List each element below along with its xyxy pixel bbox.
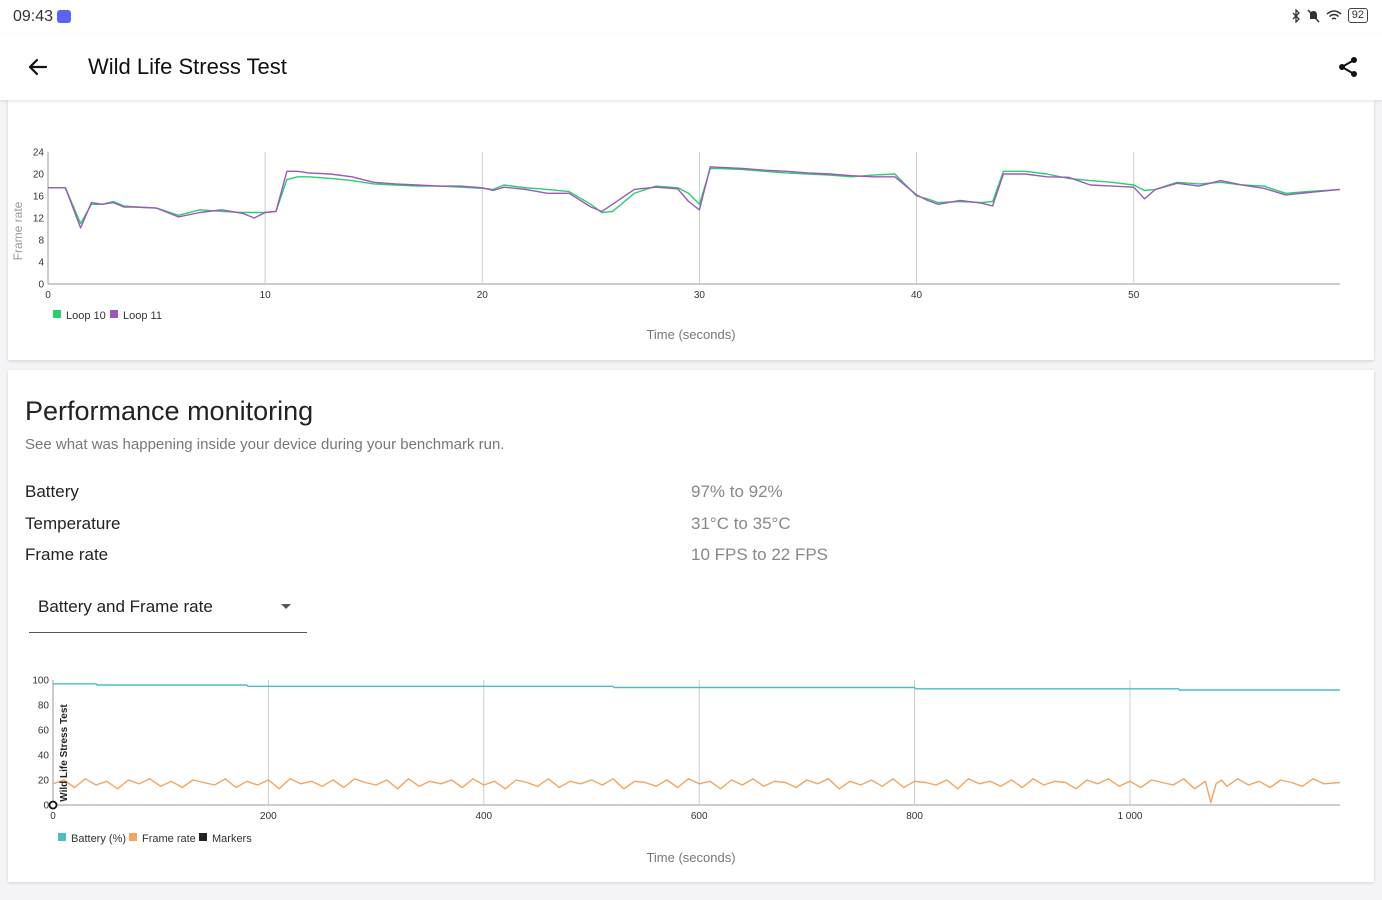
frame-rate-label: Frame rate xyxy=(25,545,109,564)
loop-chart-series xyxy=(48,166,1341,229)
monitor-chart-y-tick-label: 40 xyxy=(38,751,50,762)
monitor-chart-x-tick-label: 1 000 xyxy=(1117,811,1142,822)
loop-comparison-card: 0 10 20 30 40 50 0 4 8 12 16 20 24 Frame rate Loop 1… xyxy=(8,100,1374,360)
app-bar: Wild Life Stress Test xyxy=(0,34,1382,100)
chevron-down-icon xyxy=(281,604,291,609)
legend-swatch-battery xyxy=(58,833,66,841)
loop-comparison-chart: 0 10 20 30 40 50 0 4 8 12 16 20 24 Frame rate Loop 1… xyxy=(11,148,1341,342)
section-subtitle: See what was happening inside your devic… xyxy=(25,436,505,453)
legend-label-loop-10: Loop 10 xyxy=(66,310,106,322)
legend-swatch-markers xyxy=(199,833,207,841)
monitor-chart-x-tick-label: 200 xyxy=(260,811,277,822)
loop-chart-y-tick-label: 24 xyxy=(33,148,45,159)
monitor-chart-y-tick-label: 20 xyxy=(38,776,50,787)
mute-bell-icon xyxy=(1307,8,1320,23)
series-line-battery xyxy=(53,683,1340,691)
test-marker-label: Wild Life Stress Test xyxy=(59,704,70,802)
loop-chart-y-tick-label: 4 xyxy=(38,258,44,269)
monitor-chart-x-tick-label: 400 xyxy=(475,811,492,822)
discord-icon xyxy=(57,10,71,23)
loop-chart-x-tick-label: 40 xyxy=(911,290,923,301)
temperature-label: Temperature xyxy=(25,514,121,533)
temperature-value: 31°C to 35°C xyxy=(691,514,791,533)
legend-label-battery: Battery (%) xyxy=(71,833,126,845)
loop-chart-y-tick-label: 12 xyxy=(33,214,45,225)
dropdown-selected-value: Battery and Frame rate xyxy=(38,597,213,616)
legend-label-loop-11: Loop 11 xyxy=(123,310,162,322)
monitor-chart-y-tick-label: 0 xyxy=(43,801,49,812)
back-arrow-icon[interactable] xyxy=(26,55,50,79)
monitor-chart-x-tick-label: 600 xyxy=(691,811,708,822)
loop-chart-ylabel: Frame rate xyxy=(11,201,25,260)
series-line-frame-rate xyxy=(52,778,1341,804)
monitor-chart-y-tick-label: 100 xyxy=(32,676,49,687)
monitor-chart-grid: 0 200 400 600 800 1 000 0 20 40 60 80 100 xyxy=(32,676,1340,822)
battery-label: Battery xyxy=(25,482,79,501)
page-title: Wild Life Stress Test xyxy=(88,54,287,79)
marker-dot xyxy=(48,800,58,810)
loop-chart-x-tick-label: 0 xyxy=(45,290,51,301)
frame-rate-value: 10 FPS to 22 FPS xyxy=(691,545,829,564)
performance-monitoring-card: Performance monitoring See what was happ… xyxy=(8,370,1374,882)
loop-chart-y-tick-label: 20 xyxy=(33,170,45,181)
loop-chart-grid: 0 10 20 30 40 50 0 4 8 12 16 20 24 xyxy=(33,148,1340,301)
monitor-chart-xlabel: Time (seconds) xyxy=(646,850,735,865)
share-icon[interactable] xyxy=(1336,55,1360,79)
loop-chart-x-tick-label: 20 xyxy=(477,290,489,301)
status-icons: 92 xyxy=(1291,8,1368,23)
loop-chart-y-tick-label: 8 xyxy=(38,236,44,247)
legend-swatch-loop-11 xyxy=(110,310,118,318)
wifi-icon xyxy=(1326,10,1342,20)
performance-monitor-chart: 0 200 400 600 800 1 000 0 20 40 60 80 100 Wild Life… xyxy=(32,676,1341,865)
battery-value: 97% to 92% xyxy=(691,482,783,501)
series-line-loop-11 xyxy=(48,166,1341,229)
loop-chart-x-tick-label: 10 xyxy=(260,290,272,301)
series-line-loop-10 xyxy=(48,167,1341,225)
monitor-chart-y-tick-label: 60 xyxy=(38,726,50,737)
legend-swatch-frame-rate xyxy=(129,833,137,841)
legend-label-frame-rate: Frame rate xyxy=(142,833,196,845)
loop-chart-x-tick-label: 50 xyxy=(1128,290,1140,301)
bluetooth-icon xyxy=(1292,8,1300,23)
monitor-chart-x-tick-label: 800 xyxy=(906,811,923,822)
legend-label-markers: Markers xyxy=(212,833,252,845)
loop-chart-y-tick-label: 0 xyxy=(38,280,44,291)
loop-chart-x-tick-label: 30 xyxy=(694,290,706,301)
legend-swatch-loop-10 xyxy=(53,310,61,318)
status-bar: 09:43 92 xyxy=(0,0,1382,34)
monitor-chart-series xyxy=(52,683,1341,804)
section-title: Performance monitoring xyxy=(25,396,314,426)
chart-type-dropdown[interactable]: Battery and Frame rate xyxy=(29,592,307,633)
battery-indicator: 92 xyxy=(1347,8,1368,23)
monitor-chart-x-tick-label: 0 xyxy=(50,811,56,822)
monitor-chart-y-tick-label: 80 xyxy=(38,701,50,712)
clock: 09:43 xyxy=(13,8,54,25)
loop-chart-xlabel: Time (seconds) xyxy=(646,327,735,342)
loop-chart-y-tick-label: 16 xyxy=(33,192,45,203)
